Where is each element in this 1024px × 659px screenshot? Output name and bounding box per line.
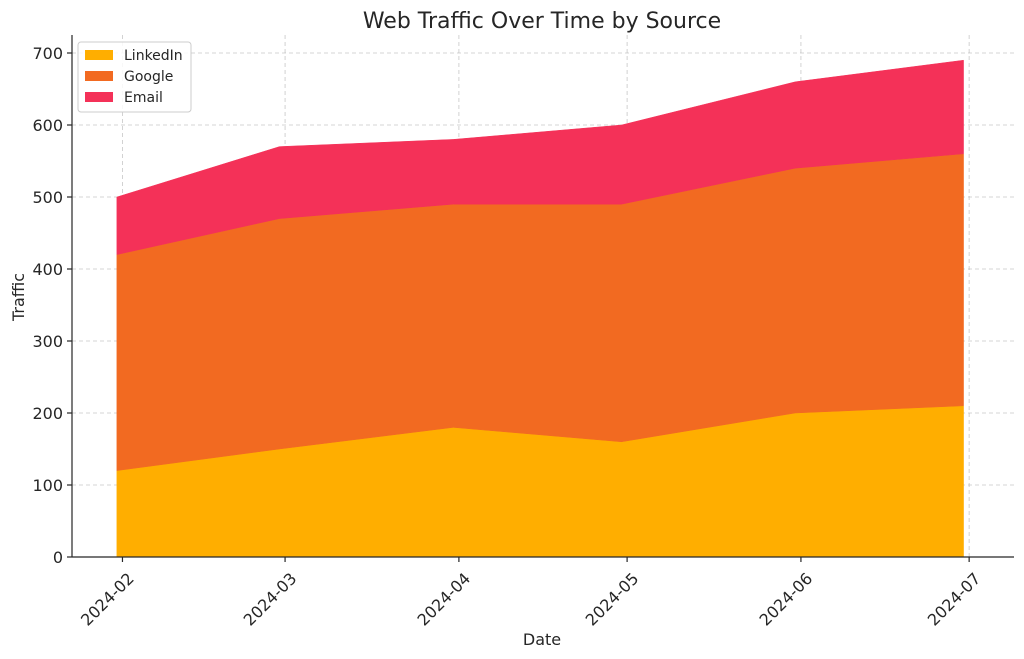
y-tick-label: 0	[53, 548, 63, 567]
y-tick-label: 700	[32, 44, 63, 63]
area-email	[116, 59, 964, 255]
chart-title: Web Traffic Over Time by Source	[363, 9, 721, 34]
y-tick-label: 600	[32, 116, 63, 135]
legend-label-google: Google	[124, 69, 173, 85]
x-tick-label: 2024-03	[240, 569, 301, 630]
areas	[116, 59, 964, 558]
y-ticks: 0 100 200 300 400 500 600 700	[32, 44, 72, 567]
y-tick-label: 100	[32, 476, 63, 495]
x-tick-label: 2024-05	[582, 569, 643, 630]
x-tick-label: 2024-02	[77, 569, 138, 630]
y-tick-label: 200	[32, 404, 63, 423]
x-tick-label: 2024-04	[413, 569, 474, 630]
x-tick-label: 2024-06	[756, 569, 817, 630]
y-axis-label: Traffic	[9, 273, 28, 322]
y-tick-label: 500	[32, 188, 63, 207]
y-tick-label: 300	[32, 332, 63, 351]
x-ticks: 2024-02 2024-03 2024-04 2024-05 2024-06 2024-…	[77, 557, 984, 630]
legend-label-email: Email	[124, 90, 163, 106]
axes	[71, 35, 1014, 558]
y-tick-label: 400	[32, 260, 63, 279]
legend-swatch-google	[85, 71, 113, 81]
legend-label-linkedin: LinkedIn	[124, 48, 183, 64]
legend: LinkedIn Google Email	[77, 41, 192, 113]
legend-swatch-linkedin	[85, 50, 113, 60]
x-tick-label: 2024-07	[924, 569, 985, 630]
legend-swatch-email	[85, 92, 113, 102]
x-axis-label: Date	[523, 630, 561, 649]
